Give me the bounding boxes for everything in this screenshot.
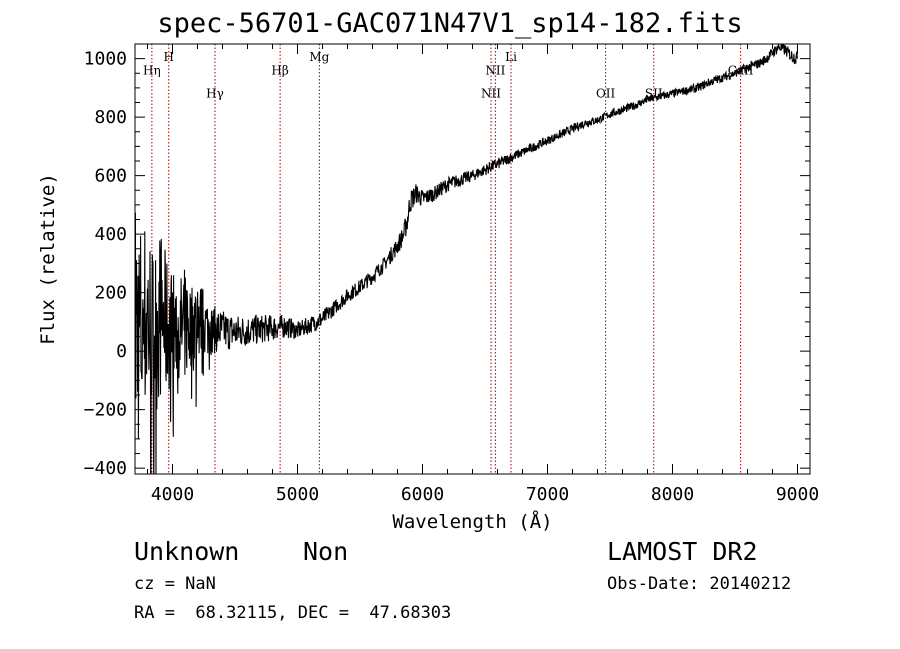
line-label-6: NII: [485, 63, 505, 77]
spectrum-line: [135, 44, 798, 474]
x-axis-label: Wavelength (Å): [392, 510, 552, 533]
cz-text: cz = NaN: [134, 574, 216, 594]
chart-title: spec-56701-GAC071N47V1_sp14-182.fits: [157, 8, 743, 39]
subclass-label: Non: [303, 537, 349, 566]
line-label-3: Hβ: [271, 63, 288, 77]
obs-date-text: Obs-Date: 20140212: [607, 574, 792, 594]
line-label-5: NII: [481, 87, 501, 101]
x-tick-label-5000: 5000: [276, 484, 319, 505]
line-label-7: Li: [505, 50, 517, 64]
survey-label: LAMOST DR2: [607, 537, 758, 566]
class-label: Unknown: [134, 537, 240, 566]
x-tick-label-7000: 7000: [526, 484, 569, 505]
y-tick-label-1000: 1000: [84, 49, 127, 70]
x-tick-label-9000: 9000: [776, 484, 819, 505]
line-label-0: Hη: [143, 63, 161, 77]
y-tick-label-400: 400: [94, 224, 127, 245]
plot-frame: [134, 43, 811, 475]
line-label-4: Mg: [309, 50, 329, 64]
y-tick-label-200: 200: [94, 283, 127, 304]
x-tick-label-8000: 8000: [651, 484, 694, 505]
y-tick-label-600: 600: [94, 166, 127, 187]
radec-text: RA = 68.32115, DEC = 47.68303: [134, 603, 452, 623]
line-label-2: Hγ: [206, 87, 224, 101]
y-tick-label-0: 0: [116, 341, 127, 362]
y-tick-label--200: −200: [84, 400, 127, 421]
line-label-8: OII: [596, 87, 616, 101]
line-label-1: H: [164, 50, 174, 64]
x-tick-label-6000: 6000: [401, 484, 444, 505]
y-tick-label--400: −400: [84, 458, 127, 479]
y-tick-label-800: 800: [94, 107, 127, 128]
y-axis-label: Flux (relative): [37, 173, 59, 345]
x-tick-label-4000: 4000: [151, 484, 194, 505]
